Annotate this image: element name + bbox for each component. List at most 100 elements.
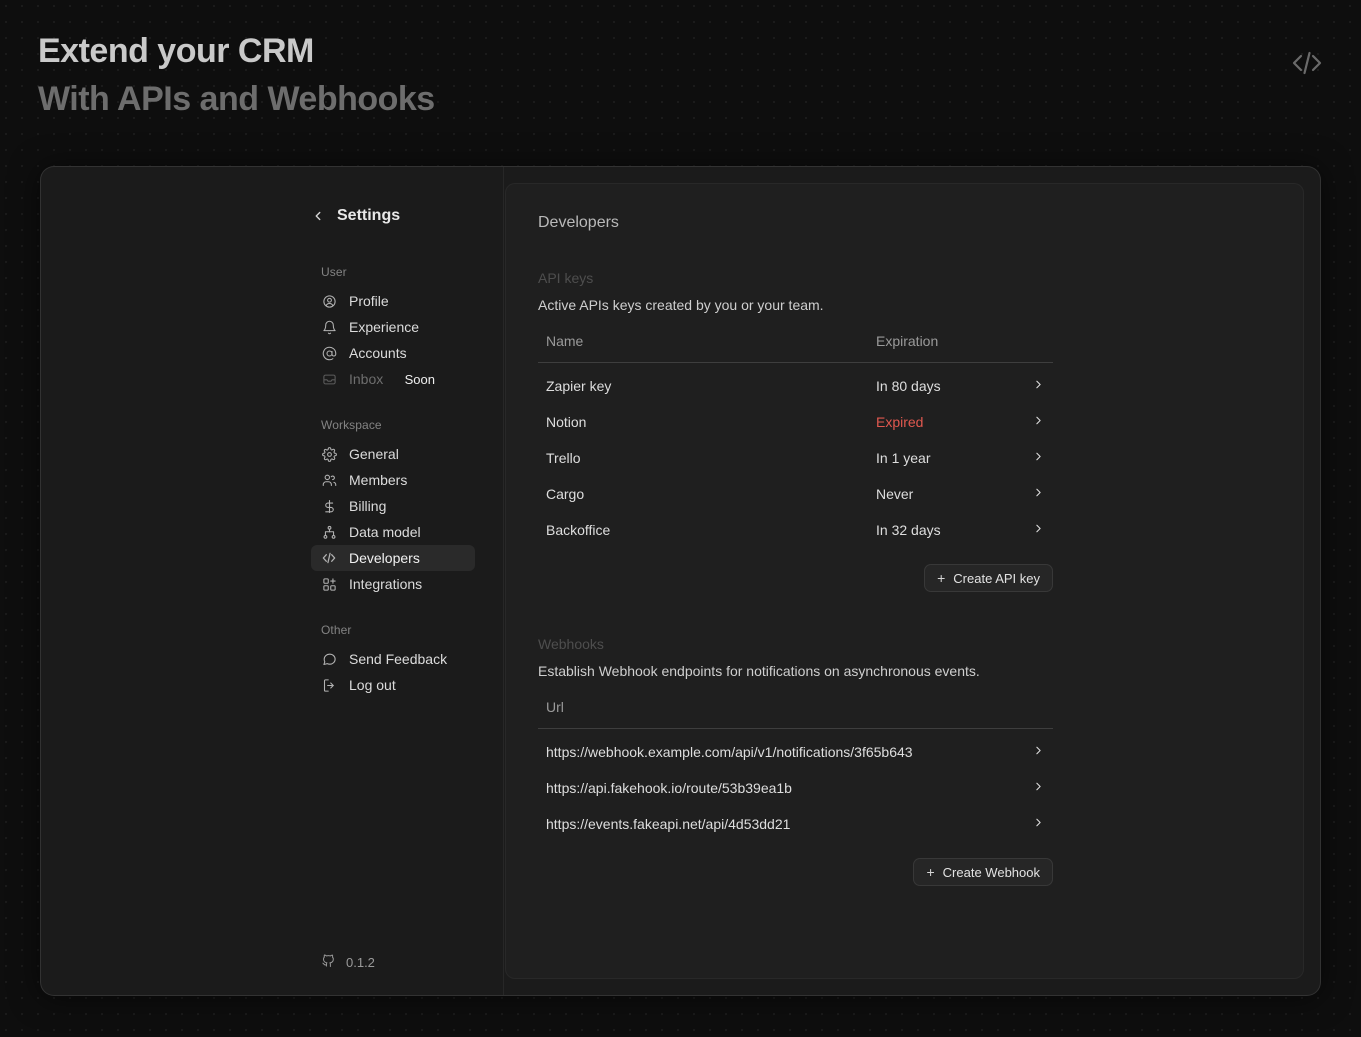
page-title: Extend your CRM [38, 32, 314, 70]
settings-title: Settings [337, 207, 401, 224]
code-icon [321, 550, 337, 566]
api-key-name: Notion [546, 414, 587, 430]
webhooks-table: Url https://webhook.example.com/api/v1/n… [538, 699, 1053, 842]
sidebar-item-label: Inbox [349, 371, 384, 387]
sidebar-item-label: Profile [349, 293, 389, 309]
page-header: Extend your CRM With APIs and Webhooks [38, 34, 1323, 134]
sidebar-item-general[interactable]: General [311, 441, 475, 467]
sidebar-item-integrations[interactable]: Integrations [311, 571, 475, 597]
api-keys-actions: + Create API key [538, 564, 1053, 592]
users-icon [321, 472, 337, 488]
sidebar-item-profile[interactable]: Profile [311, 288, 475, 314]
api-key-expiration: Expired [876, 414, 924, 430]
webhooks-label: Webhooks [538, 636, 604, 652]
sidebar-item-log-out[interactable]: Log out [311, 672, 475, 698]
github-icon [321, 953, 336, 971]
webhooks-section: Webhooks Establish Webhook endpoints for… [538, 636, 1271, 886]
webhook-url: https://api.fakehook.io/route/53b39ea1b [546, 780, 792, 796]
version-label: 0.1.2 [346, 954, 375, 970]
sidebar-item-accounts[interactable]: Accounts [311, 340, 475, 366]
table-header-row: Name Expiration [538, 333, 1053, 363]
chevron-right-icon[interactable] [1020, 476, 1053, 512]
table-row[interactable]: Trello In 1 year [538, 440, 1053, 476]
api-key-name: Zapier key [546, 378, 612, 394]
bell-icon [321, 319, 337, 335]
version-indicator[interactable]: 0.1.2 [321, 953, 375, 971]
api-key-expiration: In 80 days [876, 378, 941, 394]
chat-bubble-icon [321, 651, 337, 667]
settings-sidebar: Settings User Profile Experience [41, 167, 504, 995]
chevron-right-icon[interactable] [1020, 363, 1053, 405]
sidebar-item-label: Billing [349, 498, 387, 514]
table-row[interactable]: Cargo Never [538, 476, 1053, 512]
plus-icon: + [937, 570, 946, 586]
sidebar-item-label: Data model [349, 524, 421, 540]
sidebar-item-label: General [349, 446, 399, 462]
api-keys-section: API keys Active APIs keys created by you… [538, 270, 1271, 592]
sidebar-item-label: Accounts [349, 345, 407, 361]
status-badge: Soon [404, 371, 435, 387]
nav-group-label-user: User [321, 265, 347, 279]
table-row[interactable]: Notion Expired [538, 404, 1053, 440]
table-row[interactable]: Backoffice In 32 days [538, 512, 1053, 548]
hierarchy-icon [321, 524, 337, 540]
table-row[interactable]: Zapier key In 80 days [538, 363, 1053, 405]
sidebar-item-label: Integrations [349, 576, 423, 592]
dollar-icon [321, 498, 337, 514]
column-header-expiration: Expiration [868, 333, 1020, 363]
sidebar-item-label: Experience [349, 319, 420, 335]
logout-icon [321, 677, 337, 693]
api-key-expiration: In 1 year [876, 450, 931, 466]
create-webhook-button[interactable]: + Create Webhook [913, 858, 1053, 886]
webhook-url: https://events.fakeapi.net/api/4d53dd21 [546, 816, 791, 832]
inbox-icon [321, 371, 337, 387]
create-api-key-label: Create API key [953, 570, 1040, 586]
webhook-url: https://webhook.example.com/api/v1/notif… [546, 744, 913, 760]
plus-icon: + [926, 864, 935, 880]
content-wrapper: Developers API keys Active APIs keys cre… [504, 167, 1320, 995]
column-header-name: Name [538, 333, 868, 363]
chevron-right-icon[interactable] [1020, 440, 1053, 476]
sidebar-item-label: Log out [349, 677, 396, 693]
sidebar-item-label: Members [349, 472, 408, 488]
sidebar-item-inbox: Inbox Soon [311, 366, 475, 392]
nav-group-user: User Profile Experience [311, 265, 475, 392]
sidebar-item-label: Developers [349, 550, 420, 566]
settings-card: Settings User Profile Experience [40, 166, 1321, 996]
webhooks-description: Establish Webhook endpoints for notifica… [538, 663, 980, 679]
api-key-expiration: Never [876, 486, 914, 502]
grid-plus-icon [321, 576, 337, 592]
chevron-right-icon[interactable] [1020, 729, 1053, 771]
chevron-right-icon[interactable] [1020, 770, 1053, 806]
page-subtitle: With APIs and Webhooks [38, 80, 435, 118]
table-row[interactable]: https://api.fakehook.io/route/53b39ea1b [538, 770, 1053, 806]
nav-group-workspace: Workspace General Members [311, 418, 475, 597]
sidebar-item-developers[interactable]: Developers [311, 545, 475, 571]
sidebar-item-members[interactable]: Members [311, 467, 475, 493]
sidebar-item-experience[interactable]: Experience [311, 314, 475, 340]
table-header-row: Url [538, 699, 1053, 729]
gear-icon [321, 446, 337, 462]
api-key-expiration: In 32 days [876, 522, 941, 538]
webhooks-actions: + Create Webhook [538, 858, 1053, 886]
api-keys-description: Active APIs keys created by you or your … [538, 297, 824, 313]
sidebar-item-billing[interactable]: Billing [311, 493, 475, 519]
sidebar-item-send-feedback[interactable]: Send Feedback [311, 646, 475, 672]
api-key-name: Trello [546, 450, 581, 466]
chevron-right-icon[interactable] [1020, 512, 1053, 548]
settings-header: Settings [311, 203, 475, 229]
api-key-name: Backoffice [546, 522, 611, 538]
table-row[interactable]: https://webhook.example.com/api/v1/notif… [538, 729, 1053, 771]
sidebar-item-data-model[interactable]: Data model [311, 519, 475, 545]
table-row[interactable]: https://events.fakeapi.net/api/4d53dd21 [538, 806, 1053, 842]
create-api-key-button[interactable]: + Create API key [924, 564, 1053, 592]
panel-title: Developers [538, 214, 619, 231]
chevron-right-icon[interactable] [1020, 806, 1053, 842]
api-keys-label: API keys [538, 270, 594, 286]
column-header-url: Url [538, 699, 1020, 729]
nav-group-other: Other Send Feedback Log out [311, 623, 475, 698]
sidebar-item-label: Send Feedback [349, 651, 448, 667]
chevron-left-icon[interactable] [311, 209, 325, 223]
chevron-right-icon[interactable] [1020, 404, 1053, 440]
nav-group-label-other: Other [321, 623, 352, 637]
